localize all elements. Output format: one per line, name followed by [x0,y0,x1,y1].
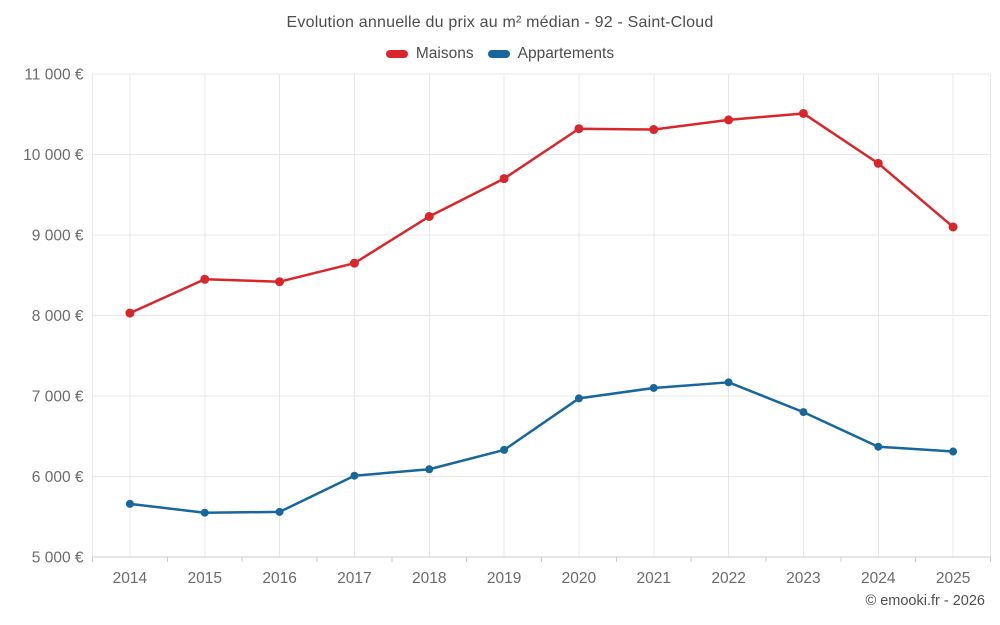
y-tick-label: 11 000 € [24,67,84,84]
appartements-point-2025[interactable] [949,447,958,456]
y-tick-label: 6 000 € [32,469,84,486]
appartements-point-2018[interactable] [425,465,434,474]
maisons-point-2019[interactable] [499,174,509,184]
appartements-point-2022[interactable] [724,378,733,387]
x-tick-label: 2015 [188,570,222,587]
appartements-point-2014[interactable] [125,499,134,508]
y-tick-label: 8 000 € [32,308,84,325]
y-axis-labels: 11 000 € 10 000 € 9 000 € 8 000 € 7 000 € 6 0… [23,67,84,567]
x-tick-label: 2022 [711,570,745,587]
x-axis-labels: 2014 2015 2016 2017 2018 2019 2020 2021 2022 2023… [113,570,971,587]
x-tick-label: 2018 [412,570,446,587]
maisons-point-2021[interactable] [649,125,659,135]
maisons-point-2025[interactable] [948,222,958,232]
appartements-point-2024[interactable] [874,442,883,451]
maisons-point-2020[interactable] [574,124,584,134]
x-tick-label: 2024 [861,570,896,587]
legend-label-maisons: Maisons [415,45,474,62]
x-tick-label: 2021 [637,570,671,587]
appartements-point-2015[interactable] [200,508,209,517]
gridlines [92,73,991,557]
maisons-line [128,112,955,315]
appartements-point-2020[interactable] [574,394,583,403]
maisons-point-2022[interactable] [724,115,734,125]
x-tick-label: 2019 [487,570,521,587]
legend-label-appartements: Appartements [517,45,615,62]
maisons-point-2017[interactable] [349,258,359,268]
x-axis [92,556,991,562]
x-tick-label: 2025 [936,570,970,587]
y-tick-label: 10 000 € [23,147,84,164]
maisons-point-2023[interactable] [798,108,808,118]
appartements-series-swatch-icon [487,50,510,58]
maisons-point-2016[interactable] [275,277,285,287]
appartements-point-2016[interactable] [275,507,284,516]
appartements-point-2023[interactable] [799,408,808,417]
x-tick-label: 2017 [337,570,371,587]
x-tick-label: 2020 [562,570,597,587]
appartements-line [128,381,955,514]
legend-item-maisons[interactable]: Maisons [385,45,474,63]
appartements-point-2021[interactable] [649,383,658,392]
maisons-point-2015[interactable] [200,274,210,284]
legend-item-appartements[interactable]: Appartements [487,45,615,63]
y-tick-label: 9 000 € [32,228,84,245]
legend: Maisons Appartements [0,45,1000,63]
appartements-point-2017[interactable] [350,471,359,480]
x-tick-label: 2014 [113,570,148,587]
appartements-point-2019[interactable] [500,445,509,454]
series-appartements [125,378,958,517]
y-tick-label: 7 000 € [32,389,84,406]
maisons-point-2018[interactable] [424,211,434,221]
chart-title: Evolution annuelle du prix au m² médian … [286,14,714,31]
copyright-credit: © emooki.fr - 2026 [865,593,985,609]
x-tick-label: 2023 [786,570,820,587]
maisons-point-2024[interactable] [873,158,883,168]
y-tick-label: 5 000 € [32,550,84,567]
x-tick-label: 2016 [262,570,296,587]
series-maisons [125,108,958,318]
maisons-series-swatch-icon [385,50,408,58]
maisons-point-2014[interactable] [125,308,135,318]
